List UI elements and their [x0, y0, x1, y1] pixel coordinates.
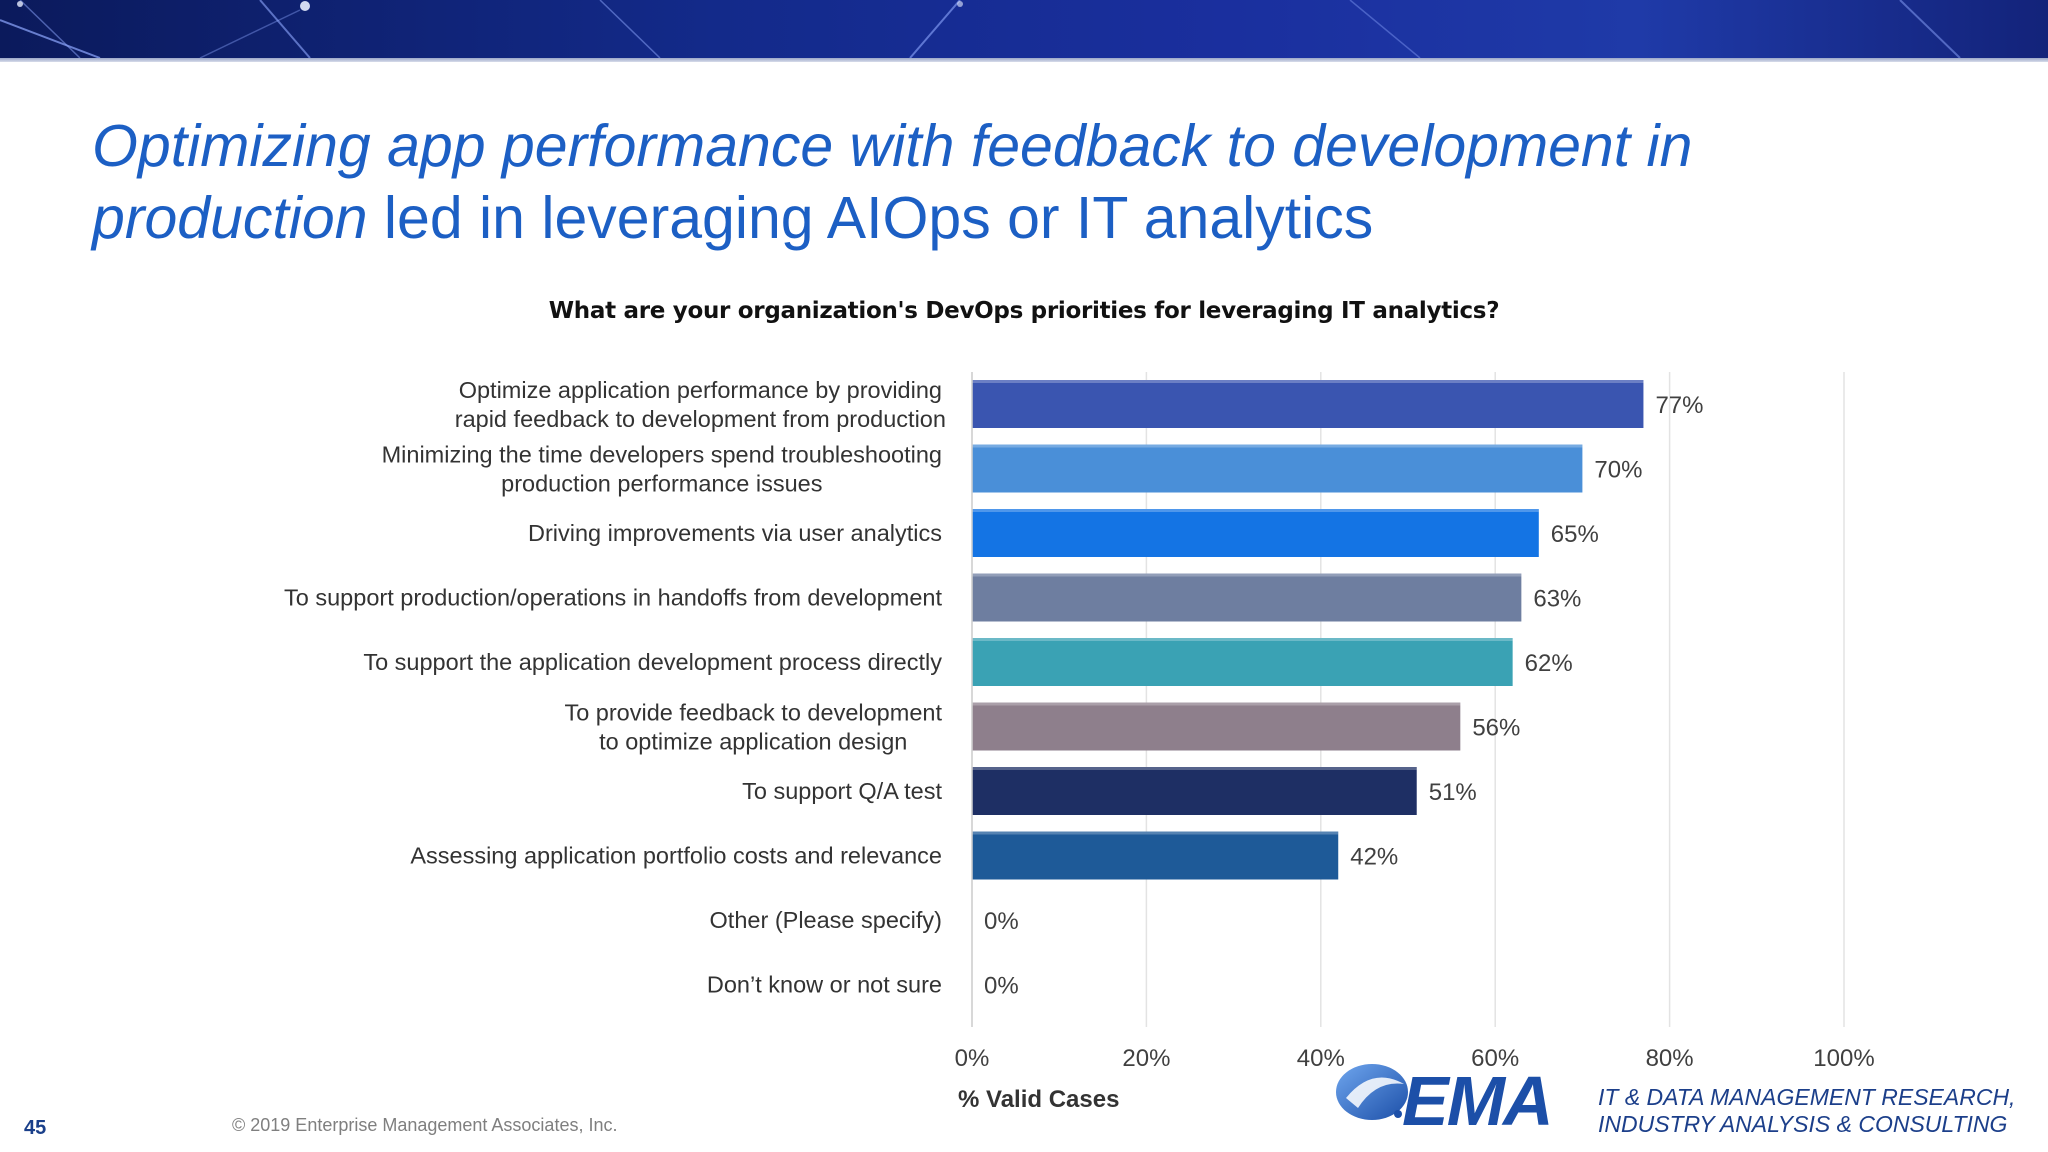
data-label: 42% [1350, 844, 1398, 871]
bar-highlight [972, 831, 1339, 835]
y-category-label: To support Q/A test [742, 778, 942, 804]
slide-title-italic: Optimizing app performance with feedback… [92, 113, 1693, 251]
bar-highlight [972, 638, 1513, 641]
bar-highlight [972, 509, 1539, 512]
x-tick-label: 0% [955, 1045, 990, 1072]
data-label: 51% [1429, 779, 1477, 806]
bar-highlight [972, 573, 1522, 577]
data-label: 0% [984, 973, 1019, 1000]
tagline-line-2: INDUSTRY ANALYSIS & CONSULTING [1598, 1111, 2008, 1137]
x-tick-label: 40% [1297, 1045, 1345, 1072]
ema-logo-swoosh [1336, 1064, 1408, 1120]
x-tick-label: 20% [1122, 1045, 1170, 1072]
ema-logo-wordmark: EMA [1402, 1062, 1554, 1140]
y-category-label: To support the application development p… [363, 649, 942, 675]
copyright-text: © 2019 Enterprise Management Associates,… [232, 1115, 618, 1135]
y-category-label-line2: to optimize application design [599, 729, 907, 755]
network-graphic [0, 0, 1961, 58]
bar [972, 444, 1583, 493]
slide-title: Optimizing app performance with feedback… [92, 110, 1892, 254]
y-category-label: Optimize application performance by prov… [459, 377, 942, 403]
data-label: 77% [1655, 392, 1703, 419]
tagline-line-1: IT & DATA MANAGEMENT RESEARCH, [1598, 1084, 2016, 1110]
bar [972, 380, 1644, 428]
bar-highlight [972, 444, 1583, 448]
bar [972, 831, 1339, 880]
y-category-label-line2: rapid feedback to development from produ… [455, 406, 946, 432]
header-banner [0, 0, 2048, 58]
y-category-label: Don’t know or not sure [707, 972, 942, 998]
data-label: 62% [1525, 650, 1573, 677]
y-category-label: To support production/operations in hand… [284, 585, 942, 611]
data-label: 63% [1533, 586, 1581, 613]
x-axis-label: % Valid Cases [958, 1086, 1120, 1113]
tagline: IT & DATA MANAGEMENT RESEARCH, INDUSTRY … [1598, 1084, 2015, 1138]
x-tick-label: 80% [1646, 1045, 1694, 1072]
y-category-label: Assessing application portfolio costs an… [410, 843, 942, 869]
bar-highlight [972, 380, 1644, 383]
y-category-label: To provide feedback to development [564, 700, 942, 726]
chart-title: What are your organization's DevOps prio… [548, 298, 1500, 324]
bar-highlight [972, 767, 1417, 770]
data-label: 56% [1472, 715, 1520, 742]
bar [972, 702, 1461, 751]
y-category-label: Driving improvements via user analytics [528, 520, 942, 546]
y-category-label: Minimizing the time developers spend tro… [382, 442, 942, 468]
page-number: 45 [24, 1117, 47, 1139]
bar-highlight [972, 702, 1461, 706]
slide-title-rest: led in leveraging AIOps or IT analytics [367, 185, 1374, 251]
bar [972, 509, 1539, 557]
bar [972, 638, 1513, 686]
bar [972, 767, 1417, 815]
x-tick-label: 100% [1813, 1045, 1874, 1072]
data-label: 65% [1551, 521, 1599, 548]
bar [972, 573, 1522, 622]
y-category-label: Other (Please specify) [710, 907, 942, 933]
header-rule [0, 58, 2048, 62]
x-tick-label: 60% [1471, 1045, 1519, 1072]
data-label: 0% [984, 908, 1019, 935]
y-category-label-line2: production performance issues [501, 471, 822, 497]
data-label: 70% [1594, 457, 1642, 484]
